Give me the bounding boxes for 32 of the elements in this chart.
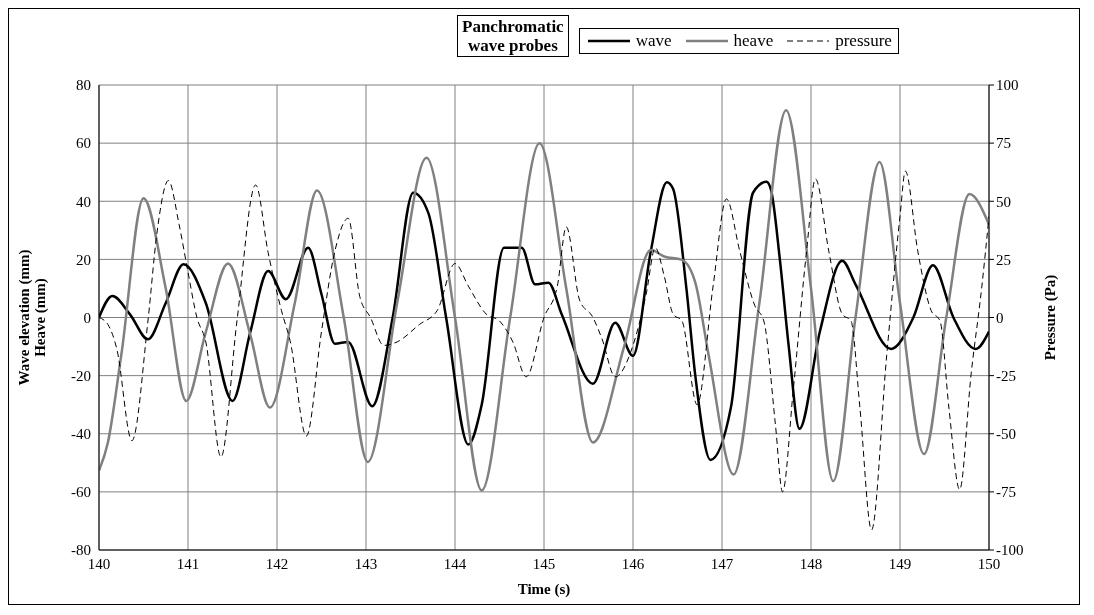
legend-label: wave bbox=[634, 31, 672, 51]
y2-tick-label: 100 bbox=[996, 77, 1019, 94]
x-axis-title: Time (s) bbox=[517, 581, 571, 598]
y-tick-label: -40 bbox=[71, 426, 91, 443]
chart-title: Panchromatic wave probes bbox=[462, 17, 564, 55]
x-tick-label: 145 bbox=[532, 555, 556, 572]
x-tick-label: 146 bbox=[621, 555, 645, 572]
y-tick-label: -60 bbox=[71, 484, 91, 501]
y2-tick-label: -75 bbox=[996, 484, 1016, 501]
y2-tick-label: -50 bbox=[996, 426, 1016, 443]
y-tick-label: 60 bbox=[76, 135, 91, 152]
y2-tick-label: 0 bbox=[996, 309, 1004, 326]
y-axis-title: Wave elevation (mm) Heave (mm) bbox=[16, 249, 49, 386]
legend-label: heave bbox=[732, 31, 774, 51]
x-tick-label: 141 bbox=[176, 555, 200, 572]
y-tick-label: 40 bbox=[76, 193, 91, 210]
y-tick-label: -20 bbox=[71, 367, 91, 384]
y-tick-label: 80 bbox=[76, 77, 91, 94]
x-tick-label: 149 bbox=[888, 555, 912, 572]
y2-tick-label: -25 bbox=[996, 367, 1016, 384]
x-tick-label: 142 bbox=[265, 555, 289, 572]
y2-tick-label: 50 bbox=[996, 193, 1011, 210]
x-tick-label: 148 bbox=[799, 555, 823, 572]
y-tick-label: 20 bbox=[76, 251, 91, 268]
y2-axis-title: Pressure (Pa) bbox=[1042, 274, 1059, 361]
legend-label: pressure bbox=[834, 31, 892, 51]
x-tick-label: 147 bbox=[710, 555, 734, 572]
x-tick-label: 143 bbox=[354, 555, 378, 572]
y2-tick-label: 75 bbox=[996, 135, 1011, 152]
y-tick-label: 0 bbox=[83, 309, 91, 326]
x-tick-label: 144 bbox=[443, 555, 467, 572]
y2-tick-label: 25 bbox=[996, 251, 1011, 268]
